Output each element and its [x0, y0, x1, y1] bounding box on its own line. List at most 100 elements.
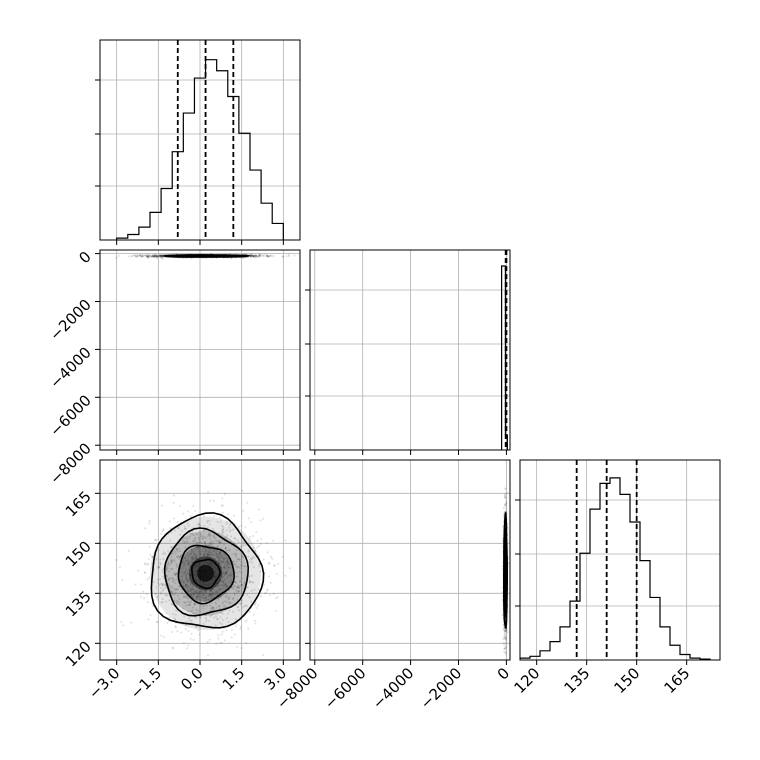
scatter-point [230, 636, 233, 639]
scatter-point [183, 540, 186, 543]
scatter-point [165, 568, 168, 571]
scatter-point [194, 557, 197, 560]
scatter-point [214, 591, 217, 594]
scatter-point [213, 593, 216, 596]
scatter-point [191, 581, 194, 584]
scatter-point [192, 561, 195, 564]
y-tick-label: 0 [75, 248, 94, 267]
scatter-point [265, 255, 268, 258]
scatter-point [201, 557, 204, 560]
scatter-point [220, 587, 223, 590]
scatter-point [223, 605, 226, 608]
scatter-point [162, 528, 165, 531]
scatter-point [216, 617, 219, 620]
scatter-point [240, 647, 243, 650]
scatter-point [189, 589, 192, 592]
scatter-point [182, 566, 185, 569]
scatter-point [190, 552, 193, 555]
scatter-point [254, 254, 257, 257]
scatter-point [229, 530, 232, 533]
scatter-point [187, 584, 190, 587]
scatter-point [251, 561, 254, 564]
scatter-point [503, 625, 506, 628]
scatter-point [147, 253, 150, 256]
scatter-point [273, 564, 276, 567]
scatter-point [188, 566, 191, 569]
x-tick-label: −2000 [417, 664, 466, 713]
scatter-point [234, 563, 237, 566]
scatter-point [228, 601, 231, 604]
scatter-point [212, 607, 215, 610]
scatter-point [136, 254, 139, 257]
scatter-point [281, 555, 284, 558]
scatter-point [504, 636, 507, 639]
scatter-point [205, 556, 208, 559]
scatter-point [191, 585, 194, 588]
scatter-point [196, 595, 199, 598]
scatter-point [213, 572, 216, 575]
scatter-point [260, 595, 263, 598]
scatter-point [195, 625, 198, 628]
scatter-point [158, 255, 161, 258]
scatter-point [502, 506, 505, 509]
scatter-point [267, 255, 270, 258]
scatter-point [181, 579, 184, 582]
scatter-point [184, 560, 187, 563]
scatter-point [218, 557, 221, 560]
scatter-point [161, 256, 164, 259]
scatter-point [194, 536, 197, 539]
scatter-point [217, 556, 220, 559]
scatter-point [203, 557, 206, 560]
scatter-point [206, 641, 209, 644]
scatter-point [216, 545, 219, 548]
scatter-point [215, 606, 218, 609]
scatter-point [160, 592, 163, 595]
scatter-point [92, 255, 94, 257]
scatter-point [216, 585, 219, 588]
x-tick-label: 120 [511, 664, 544, 697]
scatter-point [170, 576, 173, 579]
scatter-point [177, 555, 180, 558]
scatter-point [183, 542, 186, 545]
scatter-point [505, 630, 508, 633]
scatter-point [187, 600, 190, 603]
scatter-point [147, 255, 150, 258]
scatter-point [249, 255, 252, 258]
scatter-point [505, 502, 508, 505]
scatter-point [162, 255, 165, 258]
scatter-point [158, 583, 161, 586]
scatter-point [130, 621, 133, 624]
scatter-point [131, 255, 134, 258]
scatter-point [247, 555, 250, 558]
scatter-point [156, 255, 159, 258]
scatter-point [187, 597, 190, 600]
scatter-point [191, 558, 194, 561]
scatter-point [161, 258, 164, 261]
scatter-point [217, 532, 220, 535]
scatter-point [134, 254, 137, 257]
scatter-point [167, 562, 170, 565]
scatter-point [141, 255, 144, 258]
scatter-point [176, 520, 179, 523]
scatter-point [160, 601, 163, 604]
scatter-point [224, 572, 227, 575]
scatter-point [209, 560, 212, 563]
scatter-point [187, 568, 190, 571]
scatter-point [189, 584, 192, 587]
scatter-point [174, 552, 177, 555]
scatter-point [223, 556, 226, 559]
scatter-point [293, 254, 296, 257]
scatter-point [223, 639, 226, 642]
scatter-point [171, 585, 174, 588]
scatter-point [224, 561, 227, 564]
scatter-point [254, 254, 257, 257]
scatter-point [288, 254, 291, 257]
scatter-point [225, 571, 228, 574]
scatter-point [209, 562, 212, 565]
scatter-point [215, 568, 218, 571]
scatter-point [198, 541, 201, 544]
scatter-point [209, 541, 212, 544]
scatter-point [168, 564, 171, 567]
scatter-point [193, 613, 196, 616]
scatter-point [190, 257, 193, 260]
